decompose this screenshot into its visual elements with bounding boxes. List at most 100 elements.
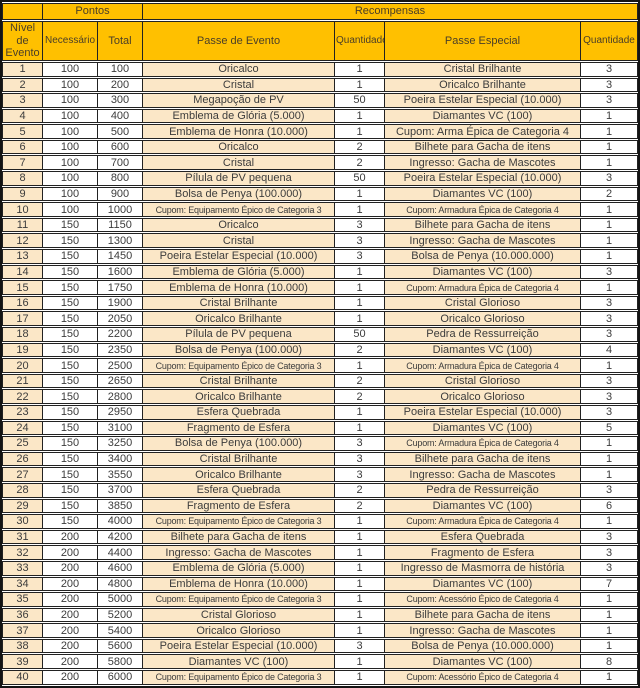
cell-points-total: 2800 — [98, 389, 143, 404]
cell-event-pass-qty: 50 — [335, 93, 385, 108]
table-row: 21 150 2650 Cristal Brilhante 2 Cristal Glori… — [2, 373, 638, 389]
cell-event-pass-item: Esfera Quebrada — [143, 482, 335, 498]
cell-special-pass-item: Cupom: Armadura Épica de Categoria 4 — [385, 202, 581, 217]
cell-special-pass-qty: 1 — [581, 139, 638, 155]
cell-special-pass-item: Diamantes VC (100) — [385, 654, 581, 670]
cell-points-total: 4200 — [98, 529, 143, 545]
cell-event-pass-item: Poeira Estelar Especial (10.000) — [143, 638, 335, 654]
cell-special-pass-qty: 1 — [581, 202, 638, 217]
cell-event-pass-qty: 3 — [335, 217, 385, 233]
table-row: 39 200 5800 Diamantes VC (100) 1 Diamantes VC… — [2, 654, 638, 670]
cell-points-total: 1750 — [98, 280, 143, 295]
cell-event-pass-item: Oricalco — [143, 139, 335, 155]
cell-points-required: 100 — [43, 139, 98, 155]
cell-event-pass-qty: 3 — [335, 638, 385, 654]
cell-special-pass-item: Cristal Glorioso — [385, 373, 581, 389]
cell-event-pass-item: Cupom: Equipamento Épico de Categoria 3 — [143, 202, 335, 217]
cell-event-pass-qty: 1 — [335, 654, 385, 670]
cell-event-pass-qty: 1 — [335, 124, 385, 139]
cell-event-pass-item: Cristal — [143, 155, 335, 171]
cell-special-pass-qty: 2 — [581, 186, 638, 202]
cell-event-pass-item: Fragmento de Esfera — [143, 498, 335, 514]
cell-special-pass-item: Diamantes VC (100) — [385, 186, 581, 202]
cell-event-level: 3 — [2, 93, 43, 108]
cell-points-total: 6000 — [98, 670, 143, 685]
cell-special-pass-qty: 1 — [581, 108, 638, 124]
cell-event-pass-qty: 3 — [335, 436, 385, 451]
cell-special-pass-qty: 8 — [581, 654, 638, 670]
cell-event-pass-qty: 3 — [335, 233, 385, 249]
cell-special-pass-qty: 3 — [581, 389, 638, 404]
cell-event-pass-item: Pílula de PV pequena — [143, 171, 335, 186]
cell-event-level: 20 — [2, 358, 43, 373]
cell-points-total: 2350 — [98, 342, 143, 358]
cell-points-total: 3250 — [98, 436, 143, 451]
cell-event-level: 22 — [2, 389, 43, 404]
cell-points-required: 100 — [43, 202, 98, 217]
cell-points-required: 200 — [43, 638, 98, 654]
cell-special-pass-qty: 3 — [581, 560, 638, 576]
corner-cell — [2, 3, 43, 20]
cell-points-required: 200 — [43, 560, 98, 576]
cell-event-pass-qty: 50 — [335, 327, 385, 342]
cell-special-pass-qty: 3 — [581, 529, 638, 545]
cell-event-pass-item: Esfera Quebrada — [143, 404, 335, 420]
cell-event-pass-item: Pílula de PV pequena — [143, 327, 335, 342]
cell-event-pass-item: Megapoção de PV — [143, 93, 335, 108]
cell-points-required: 200 — [43, 576, 98, 592]
cell-points-required: 150 — [43, 451, 98, 467]
table-row: 16 150 1900 Cristal Brilhante 1 Cristal Glori… — [2, 295, 638, 311]
table-row: 40 200 6000 Cupom: Equipamento Épico de Cat… — [2, 670, 638, 685]
cell-event-pass-item: Oricalco Brilhante — [143, 311, 335, 327]
cell-event-pass-item: Bolsa de Penya (100.000) — [143, 436, 335, 451]
cell-points-required: 150 — [43, 264, 98, 280]
cell-event-pass-qty: 1 — [335, 576, 385, 592]
cell-special-pass-item: Pedra de Ressurreição — [385, 482, 581, 498]
cell-event-level: 28 — [2, 482, 43, 498]
cell-points-total: 5200 — [98, 607, 143, 623]
cell-special-pass-qty: 1 — [581, 436, 638, 451]
cell-points-total: 100 — [98, 61, 143, 77]
cell-points-total: 4000 — [98, 514, 143, 529]
cell-event-level: 11 — [2, 217, 43, 233]
cell-event-pass-qty: 3 — [335, 249, 385, 264]
cell-points-total: 3400 — [98, 451, 143, 467]
cell-event-pass-qty: 1 — [335, 311, 385, 327]
cell-points-required: 150 — [43, 436, 98, 451]
cell-special-pass-item: Diamantes VC (100) — [385, 498, 581, 514]
table-row: 14 150 1600 Emblema de Glória (5.000) 1 Diama… — [2, 264, 638, 280]
table-row: 9 100 900 Bolsa de Penya (100.000) 1 Diamante… — [2, 186, 638, 202]
cell-special-pass-item: Bolsa de Penya (10.000.000) — [385, 638, 581, 654]
cell-special-pass-qty: 3 — [581, 311, 638, 327]
table-row: 26 150 3400 Cristal Brilhante 3 Bilhete para … — [2, 451, 638, 467]
cell-special-pass-qty: 3 — [581, 373, 638, 389]
cell-points-required: 200 — [43, 545, 98, 560]
cell-event-pass-item: Cristal — [143, 233, 335, 249]
table-row: 37 200 5400 Oricalco Glorioso 1 Ingresso: Gac… — [2, 623, 638, 638]
table-row: 5 100 500 Emblema de Honra (10.000) 1 Cupom: … — [2, 124, 638, 139]
table-row: 27 150 3550 Oricalco Brilhante 3 Ingresso: Ga… — [2, 467, 638, 482]
cell-special-pass-item: Bilhete para Gacha de itens — [385, 217, 581, 233]
header-quantidade-especial: Quantidade — [581, 21, 638, 61]
cell-event-pass-item: Cupom: Equipamento Épico de Categoria 3 — [143, 514, 335, 529]
table-row: 28 150 3700 Esfera Quebrada 2 Pedra de Ressur… — [2, 482, 638, 498]
cell-special-pass-item: Poeira Estelar Especial (10.000) — [385, 171, 581, 186]
cell-event-pass-qty: 1 — [335, 529, 385, 545]
cell-special-pass-item: Bilhete para Gacha de itens — [385, 451, 581, 467]
cell-points-required: 150 — [43, 249, 98, 264]
header-pontos: Pontos — [43, 3, 143, 20]
cell-points-total: 2200 — [98, 327, 143, 342]
cell-special-pass-item: Cupom: Armadura Épica de Categoria 4 — [385, 514, 581, 529]
cell-points-total: 3850 — [98, 498, 143, 514]
cell-event-level: 40 — [2, 670, 43, 685]
cell-event-level: 5 — [2, 124, 43, 139]
cell-points-total: 4400 — [98, 545, 143, 560]
table-row: 36 200 5200 Cristal Glorioso 1 Bilhete para G… — [2, 607, 638, 623]
cell-event-level: 10 — [2, 202, 43, 217]
cell-special-pass-qty: 7 — [581, 576, 638, 592]
cell-event-level: 16 — [2, 295, 43, 311]
cell-points-total: 5600 — [98, 638, 143, 654]
cell-points-required: 150 — [43, 311, 98, 327]
